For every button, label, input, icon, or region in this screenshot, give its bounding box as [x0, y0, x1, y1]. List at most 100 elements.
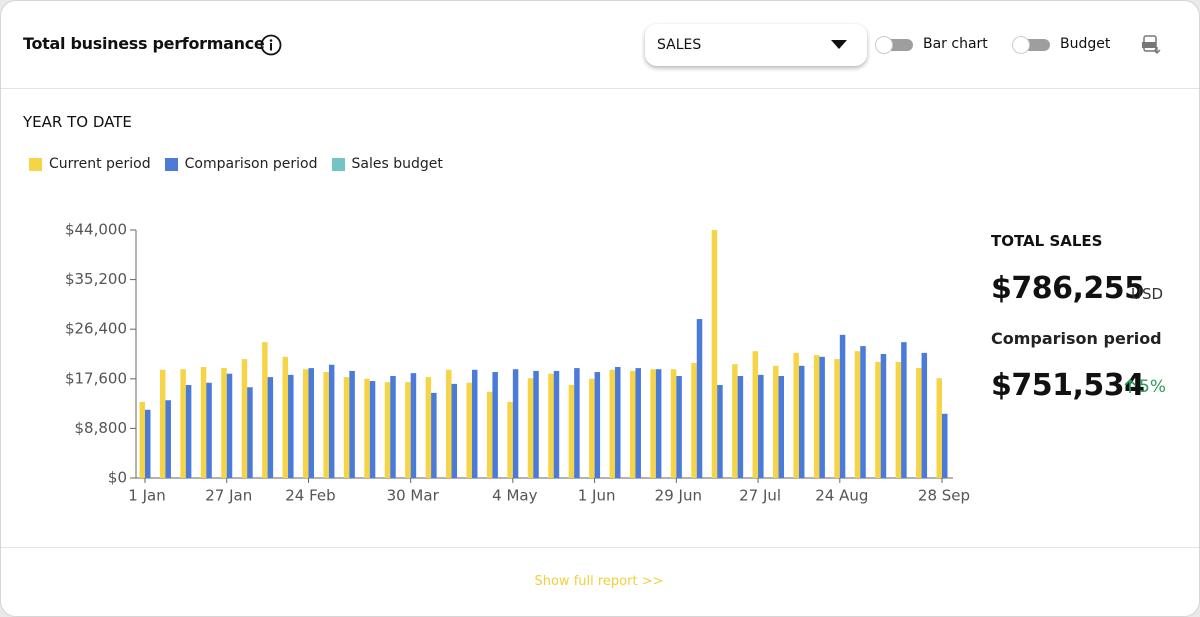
budget-toggle[interactable]	[1011, 36, 1051, 54]
divider	[1, 547, 1199, 548]
info-icon[interactable]	[260, 34, 282, 56]
bar	[895, 361, 902, 478]
bar	[880, 354, 887, 478]
bar	[732, 364, 738, 478]
comparison-value: $751,534	[991, 368, 1145, 403]
bar	[696, 319, 703, 478]
bar	[512, 369, 519, 478]
bar	[282, 356, 289, 478]
bar	[655, 369, 662, 478]
bar	[574, 368, 580, 478]
bar	[717, 385, 723, 478]
bar	[916, 368, 922, 478]
full-report-link[interactable]: Show full report >>	[534, 574, 664, 589]
bar	[594, 372, 601, 478]
legend-item[interactable]: Comparison period	[164, 156, 318, 172]
bar	[145, 409, 151, 478]
card-title: Total business performance	[23, 34, 265, 53]
bar	[553, 370, 560, 478]
bar	[609, 369, 616, 478]
bar	[589, 378, 595, 478]
bar	[267, 377, 274, 478]
bar	[247, 387, 253, 478]
legend: Current period Comparison period Sales bud…	[29, 156, 443, 172]
legend-label: Current period	[49, 156, 151, 172]
bar	[773, 365, 779, 478]
x-tick-label: 28 Sep	[918, 487, 970, 505]
bar	[288, 374, 294, 478]
bar	[200, 366, 207, 478]
bar	[185, 385, 192, 478]
y-tick-label: $44,000	[65, 221, 127, 239]
period-label: YEAR TO DATE	[23, 113, 132, 131]
legend-item[interactable]: Sales budget	[331, 156, 443, 172]
bar	[615, 366, 621, 478]
bar	[533, 370, 539, 478]
bar	[839, 334, 846, 478]
bar	[548, 373, 554, 478]
bar	[451, 383, 458, 478]
metric-dropdown[interactable]: SALES	[645, 24, 867, 66]
export-icon[interactable]	[1141, 35, 1161, 55]
legend-item[interactable]: Current period	[29, 156, 151, 172]
y-tick-label: $8,800	[75, 419, 128, 437]
x-tick-label: 4 May	[492, 487, 537, 505]
bar	[635, 368, 641, 478]
bar	[262, 342, 268, 478]
bar	[328, 364, 335, 478]
legend-swatch	[164, 157, 178, 171]
bar	[737, 375, 744, 478]
bar	[446, 369, 452, 478]
bar	[349, 370, 355, 478]
bar	[323, 372, 329, 478]
legend-swatch	[29, 157, 42, 171]
x-tick-label: 27 Jul	[739, 487, 781, 505]
bar	[936, 378, 942, 478]
bar	[486, 391, 493, 478]
bar	[793, 352, 799, 478]
bar	[364, 378, 370, 478]
y-tick-label: $17,600	[65, 369, 127, 387]
bar	[384, 382, 391, 478]
legend-label: Comparison period	[184, 156, 318, 172]
change-percent: 5%	[1139, 377, 1166, 397]
bar	[798, 365, 805, 478]
bar	[466, 382, 472, 478]
x-tick-label: 24 Feb	[285, 487, 335, 505]
bar	[507, 401, 513, 478]
bar	[901, 342, 907, 478]
comparison-label: Comparison period	[991, 329, 1162, 348]
bar	[711, 230, 718, 478]
bar	[568, 385, 575, 478]
bar	[854, 351, 861, 478]
bar	[159, 369, 166, 478]
bar	[139, 401, 145, 478]
chart: $0 $8,800 $17,600 $26,400 $35,200 $44,000 1 Ja…	[65, 221, 970, 505]
bar	[921, 352, 928, 478]
y-tick-label: $26,400	[65, 320, 127, 338]
x-tick-label: 24 Aug	[815, 487, 868, 505]
bar	[308, 368, 314, 478]
bar	[241, 359, 248, 478]
divider	[1, 88, 1199, 89]
bar	[650, 369, 656, 478]
x-tick-label: 30 Mar	[387, 487, 440, 505]
up-arrow	[1124, 378, 1136, 393]
bar	[206, 382, 212, 478]
bar-chart-toggle[interactable]	[874, 36, 914, 54]
bar	[226, 373, 233, 478]
y-tick-label: $35,200	[65, 270, 127, 288]
bar	[471, 369, 478, 478]
bar	[302, 369, 309, 478]
bar	[676, 375, 682, 478]
x-tick-label: 1 Jun	[578, 487, 616, 505]
bar	[752, 351, 759, 478]
bar	[813, 355, 820, 478]
y-tick-label: $0	[108, 469, 127, 487]
bar	[221, 368, 227, 478]
bar	[778, 375, 785, 478]
bar	[629, 370, 636, 478]
total-value: $786,255	[991, 271, 1145, 306]
bar	[691, 363, 697, 478]
bar	[942, 413, 948, 478]
